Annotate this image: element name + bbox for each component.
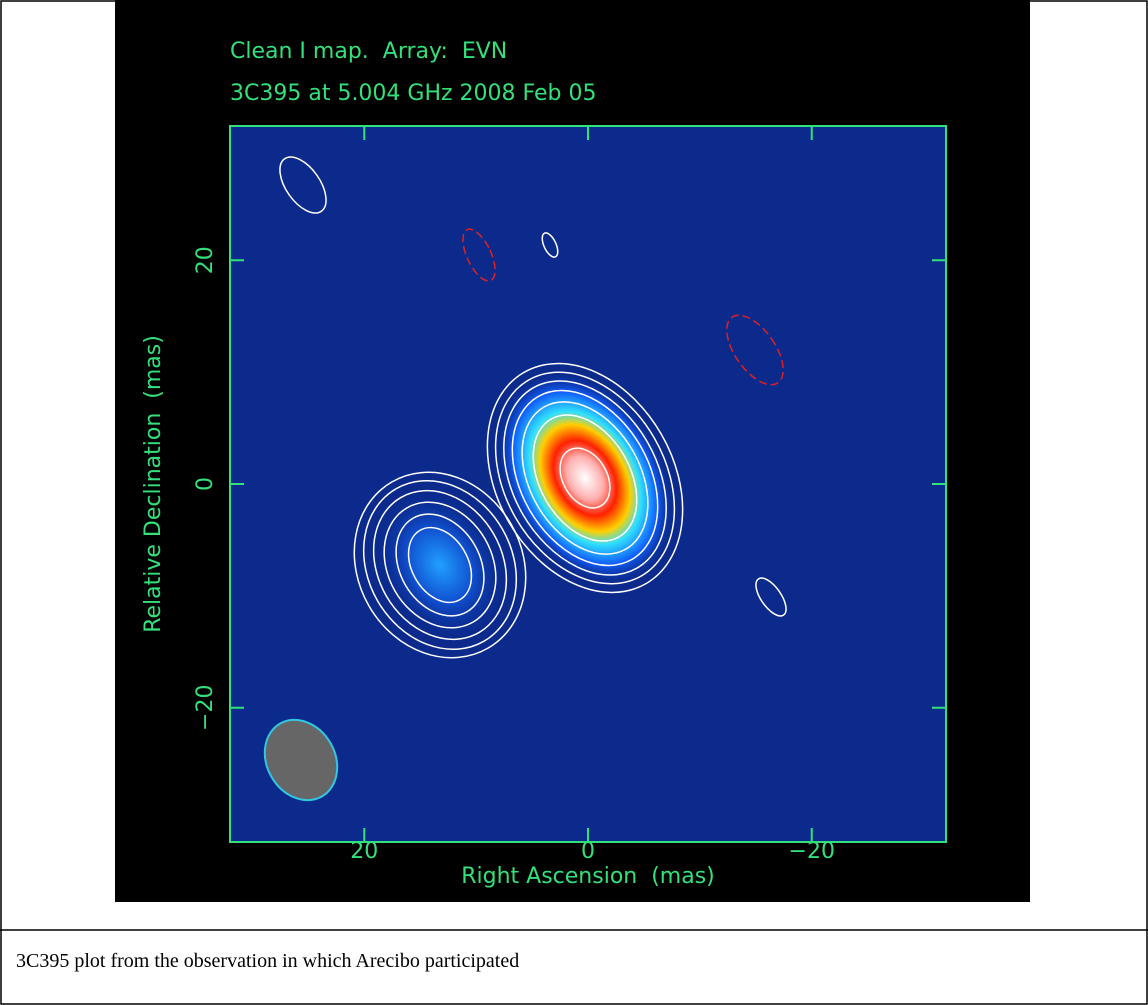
title-line: Clean I map. Array: EVN bbox=[230, 39, 507, 64]
y-axis-label: Relative Declination (mas) bbox=[141, 335, 166, 633]
figure: Clean I map. Array: EVN 3C395 at 5.004 G… bbox=[0, 0, 1148, 1005]
title-line: 3C395 at 5.004 GHz 2008 Feb 05 bbox=[230, 81, 596, 106]
x-tick-label: 0 bbox=[581, 839, 595, 864]
x-tick-label: −20 bbox=[789, 839, 835, 864]
caption: 3C395 plot from the observation in which… bbox=[16, 950, 519, 973]
y-tick-label: 0 bbox=[193, 477, 218, 491]
x-tick-label: 20 bbox=[350, 839, 378, 864]
y-tick-label: 20 bbox=[193, 246, 218, 274]
y-tick-label: −20 bbox=[193, 685, 218, 731]
page: Clean I map. Array: EVN 3C395 at 5.004 G… bbox=[0, 0, 1148, 1005]
x-axis-label: Right Ascension (mas) bbox=[461, 864, 715, 889]
map bbox=[230, 126, 946, 842]
